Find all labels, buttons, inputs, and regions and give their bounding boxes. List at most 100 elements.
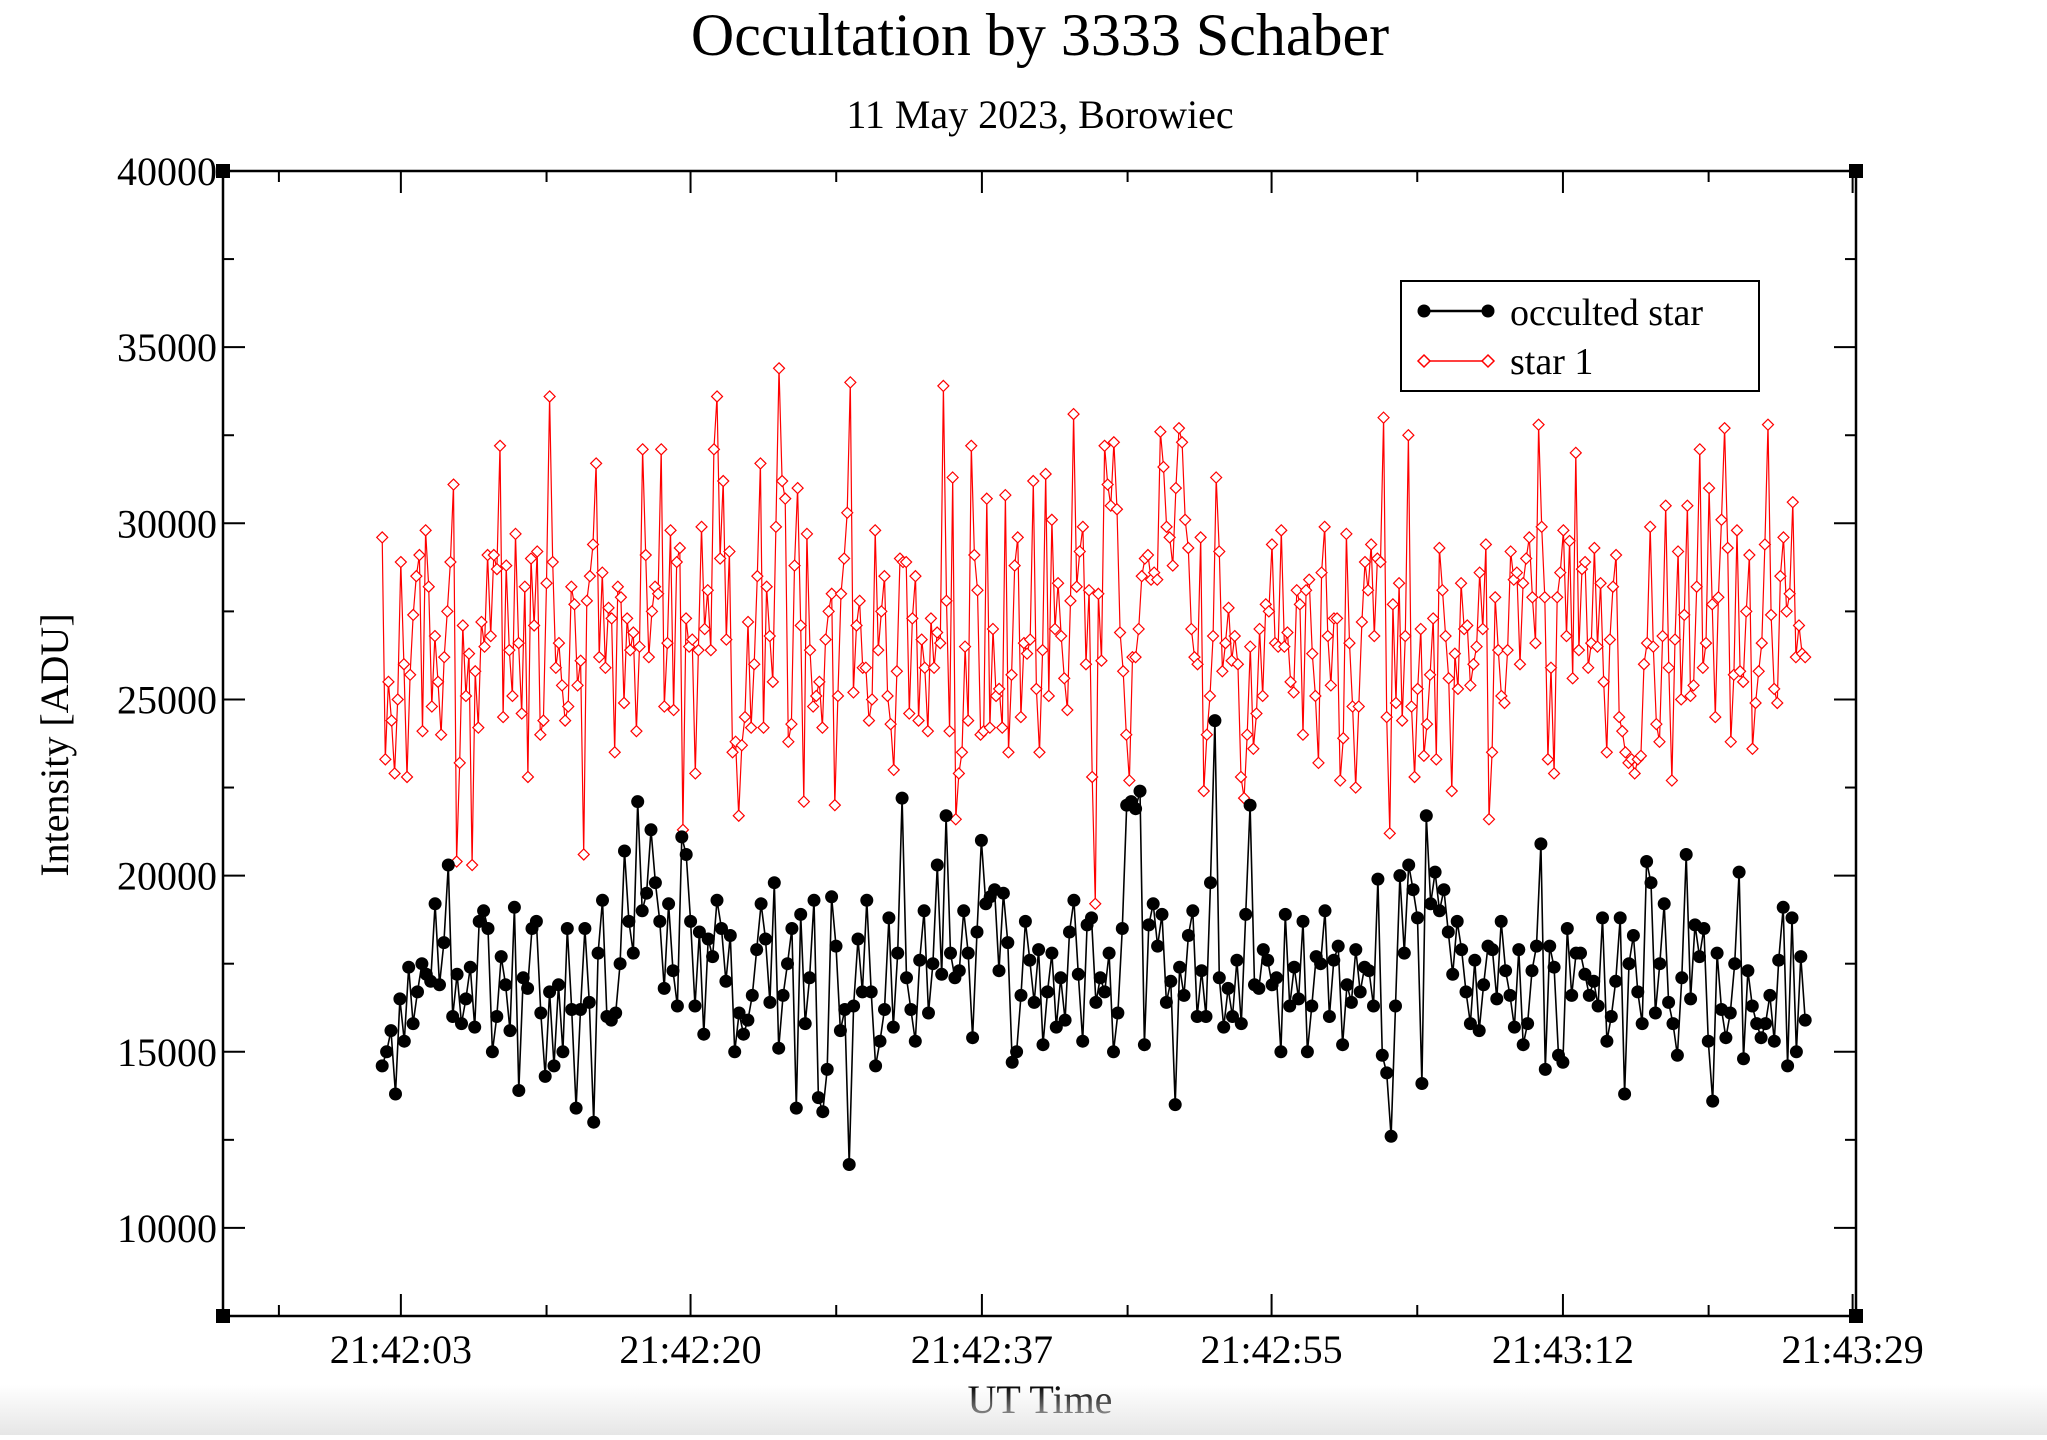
data-point-star-1 [946,471,960,484]
data-point-star-1 [1491,643,1505,657]
data-point-occulted-star [1049,1020,1063,1034]
data-point-star-1 [496,710,510,724]
data-point-star-1 [1039,467,1053,481]
data-point-star-1 [912,714,925,727]
data-point-occulted-star [1036,1038,1050,1052]
data-point-star-1 [1005,668,1018,682]
data-point-occulted-star [1618,1087,1632,1101]
data-point-occulted-star [860,893,874,907]
data-point-star-1 [1442,671,1456,685]
data-point-star-1 [819,633,832,646]
data-point-occulted-star [1485,943,1499,957]
data-point-star-1 [1228,629,1242,643]
data-point-star-1 [1749,696,1762,710]
data-point-star-1 [955,745,969,759]
data-point-star-1 [1550,590,1564,604]
data-point-occulted-star [1507,1020,1521,1034]
data-point-occulted-star [679,848,693,861]
y-tick-label: 20000 [117,854,217,899]
data-point-star-1 [785,717,798,731]
data-point-star-1 [1101,478,1115,491]
data-point-occulted-star [1371,872,1385,886]
data-point-occulted-star [1129,802,1143,816]
data-point-occulted-star [1089,995,1103,1009]
data-point-occulted-star [384,1024,398,1038]
data-point-star-1 [813,675,826,689]
data-point-star-1 [626,626,640,639]
data-point-star-1 [1634,749,1648,763]
data-point-star-1 [1563,534,1576,548]
data-point-star-1 [859,661,873,675]
data-point-star-1 [1696,661,1710,675]
data-point-occulted-star [1789,1045,1803,1059]
data-point-star-1 [1030,682,1043,696]
data-point-star-1 [1615,724,1629,738]
data-point-occulted-star [952,964,966,978]
data-point-occulted-star [622,914,636,928]
data-point-star-1 [1485,745,1499,759]
data-point-star-1 [943,724,956,738]
series-line-star-1 [381,367,1806,905]
data-point-occulted-star [1419,809,1433,823]
data-point-occulted-star [974,833,988,847]
data-point-occulted-star [402,960,416,974]
y-tick-label: 25000 [117,677,217,722]
data-point-occulted-star [472,914,486,928]
data-point-occulted-star [1424,897,1438,911]
data-point-occulted-star [811,1091,825,1105]
data-point-star-1 [1699,636,1713,650]
data-point-star-1 [1609,548,1623,562]
data-point-occulted-star [1234,1017,1248,1031]
data-point-star-1 [1433,541,1446,555]
data-point-star-1 [1064,594,1077,608]
data-point-star-1 [1578,555,1592,569]
data-point-star-1 [980,492,994,505]
data-point-star-1 [527,619,541,632]
data-point-star-1 [775,474,789,488]
data-point-occulted-star [1159,995,1173,1009]
data-point-star-1 [1219,636,1232,650]
data-point-star-1 [673,541,687,555]
data-point-star-1 [837,552,851,565]
data-point-occulted-star [829,939,843,953]
data-point-star-1 [1057,671,1071,685]
data-point-occulted-star [1098,985,1112,999]
data-point-star-1 [1429,753,1443,766]
data-point-star-1 [493,439,507,453]
data-point-star-1 [1721,541,1735,555]
data-point-star-1 [1445,784,1459,798]
data-point-occulted-star [411,985,424,999]
data-point-star-1 [791,481,804,495]
data-point-star-1 [1501,643,1514,657]
data-point-star-1 [537,714,550,727]
data-point-occulted-star [1023,953,1037,967]
data-point-occulted-star [1794,950,1808,964]
data-point-star-1 [834,587,848,601]
data-point-star-1 [645,605,659,618]
data-point-star-1 [1299,583,1313,597]
data-point-occulted-star [776,988,790,1002]
data-point-occulted-star [1754,1031,1768,1045]
data-point-star-1 [394,555,408,569]
data-point-occulted-star [710,893,724,907]
data-point-occulted-star [441,858,455,872]
data-point-star-1 [825,587,839,601]
data-point-star-1 [707,442,721,456]
data-point-occulted-star [1300,1045,1314,1059]
data-point-occulted-star [547,1059,561,1073]
data-point-occulted-star [1199,1010,1213,1023]
data-point-occulted-star [1133,784,1147,798]
data-point-star-1 [1324,679,1338,692]
data-point-star-1 [1150,573,1164,587]
data-point-occulted-star [1640,855,1654,868]
data-point-star-1 [915,633,929,646]
data-point-occulted-star [1001,936,1015,950]
data-point-star-1 [769,520,783,534]
data-point-star-1 [933,636,947,650]
data-point-star-1 [710,390,724,403]
data-point-star-1 [1067,407,1080,421]
data-point-star-1 [1581,661,1595,675]
data-point-star-1 [1488,590,1502,604]
data-point-star-1 [549,661,563,675]
